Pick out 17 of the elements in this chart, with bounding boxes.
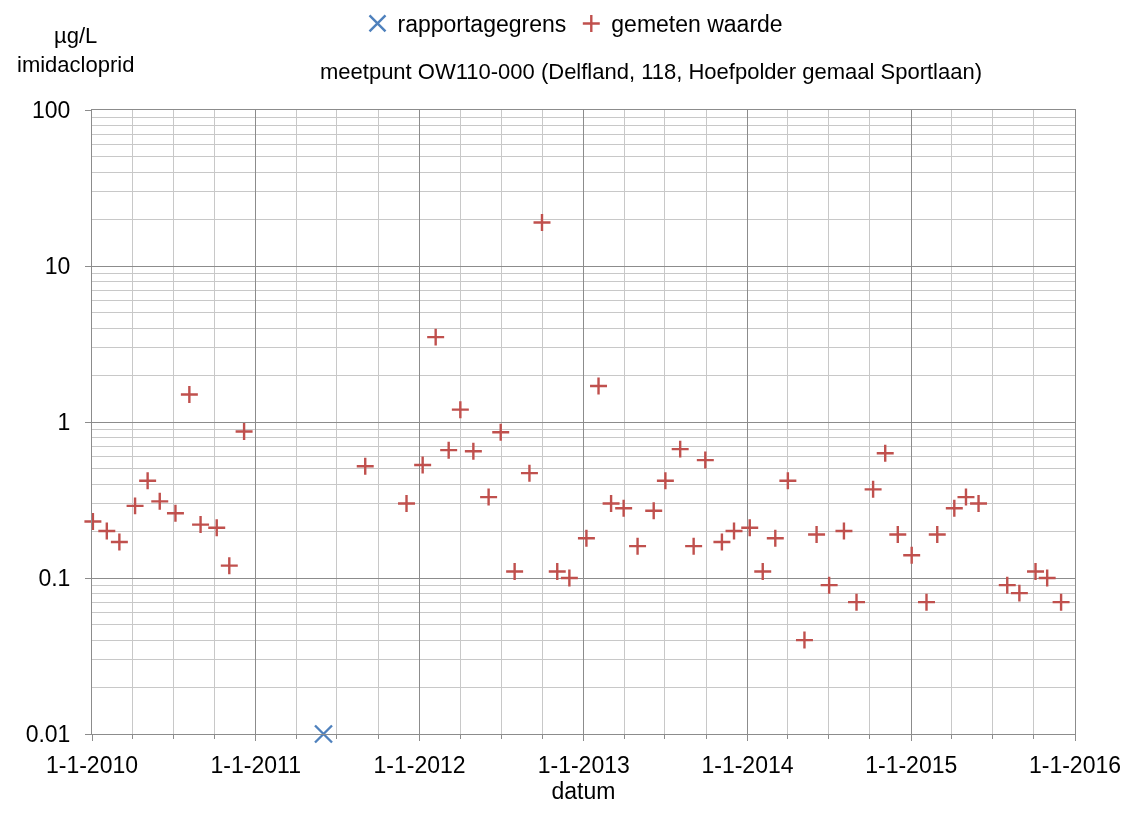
x-tick-label: 1-1-2012 — [373, 751, 466, 778]
y-tick-label: 1 — [57, 409, 71, 436]
x-tick-label: 1-1-2011 — [210, 751, 301, 778]
chart-title: meetpunt OW110-000 (Delfland, 118, Hoefpolder gemaal Sportlaan) — [319, 58, 983, 84]
y-tick-label: 100 — [32, 97, 71, 124]
y-tick-label: 0.1 — [38, 565, 71, 592]
x-axis-title: datum — [551, 777, 616, 804]
x-tick-label: 1-1-2016 — [1028, 751, 1122, 778]
legend-label: rapportagegrens — [397, 11, 567, 38]
y-tick-label: 10 — [44, 253, 71, 280]
y-tick-label: 0.01 — [25, 721, 71, 748]
y-axis-title: µg/L imidacloprid — [17, 23, 135, 77]
x-tick-label: 1-1-2013 — [537, 751, 630, 778]
x-tick-label: 1-1-2015 — [865, 751, 958, 778]
legend-label: gemeten waarde — [611, 11, 783, 38]
x-tick-label: 1-1-2014 — [701, 751, 794, 778]
x-tick-label: 1-1-2010 — [45, 751, 139, 778]
